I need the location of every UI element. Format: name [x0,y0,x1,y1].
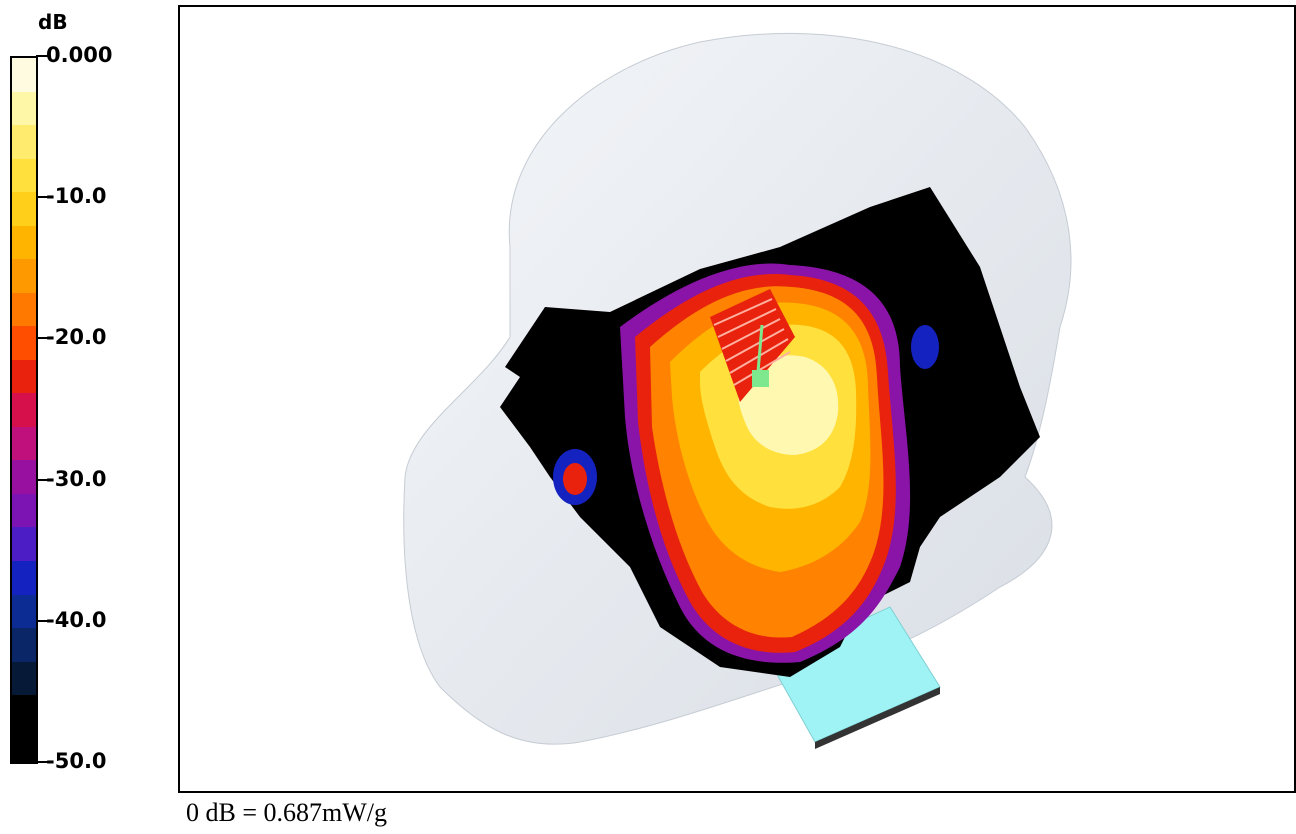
legend-tick-mark [36,196,50,199]
phone-edge [815,687,940,749]
color-step-20 [12,728,36,763]
zoom-scan-cube [710,289,795,402]
color-step-8 [12,326,36,360]
legend-tick-label: 0.000 [46,43,113,67]
color-step-9 [12,359,36,394]
color-step-14 [12,527,36,561]
color-step-4 [12,192,36,226]
legend-tick-mark [36,55,50,57]
legend-tick-mark [36,619,50,622]
color-step-2 [12,125,36,159]
contour-red-spot [563,463,587,495]
sar-3d-viewport [178,5,1296,793]
reference-level-caption: 0 dB = 0.687mW/g [186,798,387,827]
legend-tick-mark [36,761,50,763]
color-step-12 [12,460,36,494]
color-step-10 [12,393,36,427]
color-step-15 [12,560,36,595]
color-step-19 [12,695,36,729]
legend-tick-label: -50.0 [46,749,107,773]
color-step-5 [12,225,36,260]
color-step-1 [12,91,36,126]
legend-tick-label: -40.0 [46,607,107,632]
color-step-3 [12,158,36,193]
legend-tick-label: -10.0 [46,184,107,209]
color-step-11 [12,426,36,461]
contour-blue-spot-2 [911,325,939,369]
color-step-16 [12,594,36,629]
color-step-18 [12,661,36,696]
color-step-7 [12,292,36,327]
color-step-6 [12,259,36,293]
head-phone-scene [403,32,1072,749]
legend-unit-label: dB [38,10,68,34]
legend-tick-label: -20.0 [46,325,107,350]
legend-tick-mark [36,478,50,481]
legend-tick-label: -30.0 [46,466,107,491]
color-step-0 [12,58,36,92]
legend-tick-mark [36,337,50,340]
color-step-13 [12,493,36,528]
color-step-17 [12,628,36,662]
color-legend: dB 0.000 -10.0 -20.0 -30.0 -40.0 -50.0 [0,0,180,800]
color-bar [10,56,38,764]
